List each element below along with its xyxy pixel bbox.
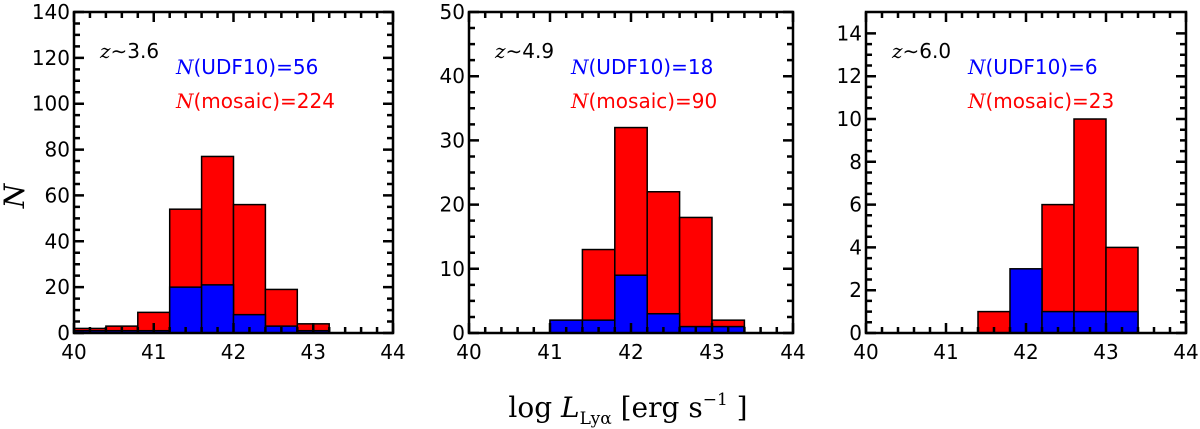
mosaic-bar	[678, 216, 713, 334]
x-tick-label: 44	[380, 340, 405, 364]
x-tick-label: 41	[933, 340, 958, 364]
x-axis-label-close: ]	[728, 391, 748, 424]
x-axis-label-prefix: log	[508, 391, 561, 424]
y-tick-label: 2	[849, 278, 862, 302]
mosaic-count-label: N(mosaic)=90	[570, 89, 717, 113]
y-tick-label: 60	[45, 183, 70, 207]
panel-2: 40 41 42 43 44 0 10 20 30 40 50 z∼4.9 N(UDF10)=18 N(m…	[440, 0, 806, 364]
y-tick-label: 40	[45, 229, 70, 253]
udf10-bar	[614, 274, 648, 334]
mosaic-count-label: N(mosaic)=23	[967, 89, 1114, 113]
x-tick-label: 43	[1093, 340, 1118, 364]
y-tick-label: 20	[440, 193, 465, 217]
y-tick-label: 8	[849, 150, 862, 174]
mosaic-bar	[646, 191, 681, 334]
mosaic-bar	[232, 203, 267, 334]
mosaic-count-label: N(mosaic)=224	[175, 89, 335, 113]
x-tick-label: 42	[221, 340, 246, 364]
redshift-label: z∼6.0	[891, 39, 951, 63]
y-tick-label: 0	[849, 321, 862, 345]
x-tick-label: 40	[61, 340, 86, 364]
udf10-count-label: N(UDF10)=6	[967, 55, 1098, 79]
x-tick-label: 41	[537, 340, 562, 364]
y-tick-label: 4	[849, 235, 862, 259]
y-tick-label: 10	[440, 257, 465, 281]
y-tick-label: 0	[452, 321, 465, 345]
y-tick-label: 100	[32, 92, 70, 116]
axes-frame	[467, 10, 795, 335]
x-tick-label: 41	[141, 340, 166, 364]
y-tick-label: 50	[440, 0, 465, 24]
axes-frame	[864, 10, 1188, 335]
y-axis-label: N	[0, 182, 31, 209]
redshift-label: z∼4.9	[494, 39, 554, 63]
y-tick-label: 120	[32, 46, 70, 70]
udf10-count-label: N(UDF10)=56	[175, 55, 318, 79]
y-tick-label: 140	[32, 0, 70, 24]
redshift-label: z∼3.6	[99, 39, 159, 63]
y-tick-label: 6	[849, 193, 862, 217]
y-tick-label: 80	[45, 138, 70, 162]
udf10-bar	[200, 284, 235, 334]
x-tick-label: 43	[301, 340, 326, 364]
axes-frame	[72, 10, 395, 335]
udf10-count-label: N(UDF10)=18	[570, 55, 713, 79]
x-tick-label: 44	[780, 340, 805, 364]
x-axis-label: log LLyα [erg s−1 ]	[508, 390, 747, 429]
udf10-bar	[168, 286, 203, 334]
panels: 40 41 42 43 44020406080100120140z∼3.6N(UDF10…	[32, 0, 1199, 364]
udf10-bar	[1009, 268, 1043, 334]
x-tick-label: 42	[618, 340, 643, 364]
y-tick-label: 30	[440, 128, 465, 152]
y-tick-label: 10	[837, 107, 862, 131]
x-axis-label-units: [erg s	[612, 391, 703, 424]
panel-1: 40 41 42 43 44 0 20 40 60 80 100 120 140 z∼3.6 N(UDF10…	[32, 0, 406, 364]
panel-3: 40 41 42 43 44 0 2 4 6 8 10 12 14 z∼6.0 N(UDF10)=6 N(mo…	[837, 10, 1199, 364]
y-tick-label: 12	[837, 64, 862, 88]
x-tick-label: 40	[853, 340, 878, 364]
x-tick-label: 43	[699, 340, 724, 364]
x-axis-label-sub: Lyα	[580, 409, 613, 429]
x-tick-label: 44	[1173, 340, 1198, 364]
y-tick-label: 40	[440, 64, 465, 88]
x-tick-label: 40	[456, 340, 481, 364]
x-axis-label-exp: −1	[703, 390, 728, 410]
y-tick-label: 14	[837, 21, 862, 45]
x-tick-label: 42	[1013, 340, 1038, 364]
x-axis-label-var: L	[560, 391, 580, 424]
y-tick-label: 0	[57, 321, 70, 345]
mosaic-bar	[1073, 118, 1107, 334]
y-tick-label: 20	[45, 275, 70, 299]
